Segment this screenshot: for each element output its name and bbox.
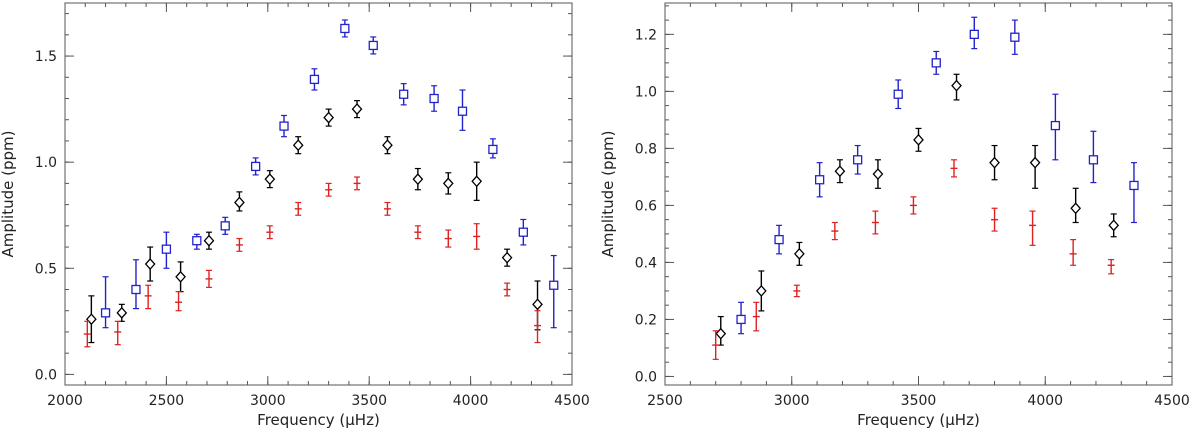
data-point-square bbox=[192, 236, 202, 246]
data-point-square bbox=[736, 314, 746, 325]
data-point-square bbox=[131, 284, 141, 295]
data-point-diamond bbox=[793, 247, 805, 260]
x-tick-label: 4500 bbox=[554, 393, 590, 409]
data-point-square bbox=[429, 93, 439, 104]
data-point-diamond bbox=[1070, 202, 1082, 215]
y-tick-label: 0.2 bbox=[635, 312, 657, 328]
data-point-diamond bbox=[144, 258, 156, 271]
data-point-square bbox=[161, 244, 172, 254]
data-point-diamond bbox=[203, 234, 215, 247]
x-tick-label: 4000 bbox=[1027, 393, 1063, 409]
x-tick-label: 3500 bbox=[351, 393, 387, 409]
y-axis-label: Amplitude (ppm) bbox=[599, 131, 617, 258]
data-point-diamond bbox=[382, 139, 393, 152]
x-tick-label: 2500 bbox=[149, 393, 185, 409]
plot-frame bbox=[64, 2, 573, 386]
data-point-diamond bbox=[755, 284, 767, 297]
data-point-diamond bbox=[412, 173, 424, 186]
data-point-diamond bbox=[715, 327, 727, 340]
y-tick-label: 0.8 bbox=[635, 141, 657, 157]
data-point-square bbox=[774, 234, 784, 245]
data-point-square bbox=[399, 89, 409, 99]
data-point-diamond bbox=[292, 139, 304, 152]
y-tick-label: 1.0 bbox=[635, 84, 657, 100]
data-point-square bbox=[853, 155, 863, 165]
data-point-square bbox=[549, 280, 559, 290]
y-tick-label: 1.2 bbox=[635, 27, 657, 43]
data-point-diamond bbox=[501, 251, 513, 264]
data-point-diamond bbox=[175, 270, 186, 283]
x-tick-label: 2000 bbox=[47, 393, 83, 409]
data-point-square bbox=[279, 121, 289, 131]
data-point-diamond bbox=[872, 168, 884, 181]
y-tick-label: 0.0 bbox=[35, 367, 57, 383]
data-point-square bbox=[969, 29, 979, 40]
x-axis-label: Frequency (μHz) bbox=[857, 411, 980, 429]
x-axis-label: Frequency (μHz) bbox=[257, 411, 380, 429]
data-point-diamond bbox=[951, 79, 962, 92]
data-point-diamond bbox=[989, 156, 1000, 169]
data-point-diamond bbox=[264, 173, 276, 186]
data-point-square bbox=[250, 161, 261, 172]
y-tick-label: 0.5 bbox=[35, 261, 57, 277]
x-tick-label: 3000 bbox=[774, 393, 810, 409]
data-point-square bbox=[340, 23, 350, 34]
y-tick-label: 1.5 bbox=[35, 49, 57, 65]
x-tick-label: 4000 bbox=[453, 393, 489, 409]
data-point-diamond bbox=[532, 298, 543, 311]
data-point-diamond bbox=[85, 313, 97, 326]
data-point-diamond bbox=[323, 111, 335, 124]
y-tick-label: 0.4 bbox=[635, 255, 657, 271]
data-point-diamond bbox=[1029, 156, 1041, 169]
data-point-square bbox=[457, 106, 468, 116]
left-panel: 2000 2500 3000 3500 4000 4500 0.0 0.5 1.0 1.5 Freq… bbox=[0, 2, 590, 429]
data-point-square bbox=[1010, 32, 1020, 42]
data-point-square bbox=[1050, 120, 1061, 131]
data-point-diamond bbox=[1108, 219, 1120, 232]
data-point-square bbox=[100, 308, 111, 318]
data-point-diamond bbox=[234, 196, 245, 209]
x-tick-label: 2500 bbox=[647, 393, 683, 409]
data-point-square bbox=[931, 58, 941, 68]
y-tick-label: 1.0 bbox=[35, 155, 57, 171]
data-point-diamond bbox=[442, 177, 454, 190]
data-point-square bbox=[488, 144, 498, 155]
data-point-diamond bbox=[351, 103, 363, 116]
data-point-diamond bbox=[116, 306, 128, 319]
data-point-square bbox=[1129, 180, 1139, 191]
data-point-square bbox=[893, 89, 903, 99]
data-point-square bbox=[368, 40, 378, 51]
y-tick-label: 0.0 bbox=[635, 369, 657, 385]
x-tick-label: 4500 bbox=[1154, 393, 1190, 409]
x-tick-label: 3500 bbox=[901, 393, 937, 409]
data-point-diamond bbox=[913, 133, 924, 146]
data-point-square bbox=[1088, 155, 1099, 165]
y-tick-label: 0.6 bbox=[635, 198, 657, 214]
data-point-square bbox=[814, 175, 825, 185]
x-tick-label: 3000 bbox=[250, 393, 286, 409]
data-point-square bbox=[309, 74, 320, 85]
right-panel: 2500 3000 3500 4000 4500 0.0 0.2 0.4 0.6 0.8 1.0 1.… bbox=[599, 2, 1190, 429]
data-point-diamond bbox=[834, 165, 846, 178]
data-point-diamond bbox=[471, 175, 483, 188]
data-point-square bbox=[518, 227, 528, 237]
data-point-square bbox=[220, 221, 230, 231]
y-axis-label: Amplitude (ppm) bbox=[0, 131, 17, 258]
